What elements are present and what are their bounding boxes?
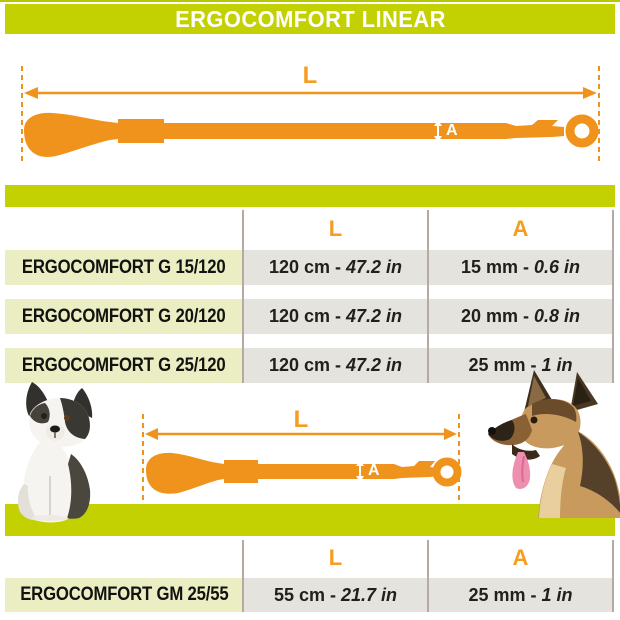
- length-arrow: [24, 87, 597, 99]
- width-dimension-label: A: [446, 122, 458, 139]
- column-header-width-main: A: [512, 216, 529, 241]
- table-cell-width: 25 mm - 1 in: [428, 348, 613, 383]
- column-header-width-medium: A: [512, 545, 529, 570]
- table-cell-width: 25 mm - 1 in: [428, 578, 613, 612]
- table-row-name: ERGOCOMFORT GM 25/55: [5, 578, 243, 612]
- separator-bar-ground: [5, 504, 615, 536]
- leash-ring: [565, 114, 599, 148]
- length-dimension-label: L: [293, 406, 309, 433]
- leash-silhouette: [24, 112, 564, 157]
- column-header-length-main: L: [328, 216, 343, 241]
- leash-drawing-medium-icon: [142, 414, 462, 500]
- length-arrow: [145, 428, 457, 440]
- leash-diagram-large: L A: [14, 58, 606, 172]
- table-cell-length: 120 cm - 47.2 in: [243, 299, 428, 334]
- table-divider: [242, 540, 244, 612]
- page-title: ERGOCOMFORT LINEAR: [174, 5, 446, 32]
- table-divider: [427, 540, 429, 612]
- table-row-name: ERGOCOMFORT G 20/120: [5, 299, 243, 334]
- leash-diagram-medium: L A: [138, 406, 464, 506]
- leash-silhouette: [146, 452, 438, 494]
- table-cell-length: 120 cm - 47.2 in: [243, 348, 428, 383]
- column-header-length-medium: L: [328, 545, 343, 570]
- table-row-name: ERGOCOMFORT G 15/120: [5, 250, 243, 285]
- table-divider: [612, 210, 614, 383]
- length-dimension-label: L: [302, 62, 318, 89]
- width-dimension-label: A: [368, 462, 380, 479]
- table-cell-width: 20 mm - 0.8 in: [428, 299, 613, 334]
- table-row-name: ERGOCOMFORT G 25/120: [5, 348, 243, 383]
- german-shepherd-image: [488, 370, 620, 518]
- table-divider: [427, 210, 429, 383]
- separator-bar-main: [5, 185, 615, 207]
- top-border-line: [0, 0, 620, 2]
- width-arrow: [434, 120, 442, 142]
- width-arrow: [356, 460, 364, 482]
- leash-drawing-large-icon: [21, 66, 600, 162]
- table-cell-length: 120 cm - 47.2 in: [243, 250, 428, 285]
- table-divider: [242, 210, 244, 383]
- table-cell-length: 55 cm - 21.7 in: [243, 578, 428, 612]
- french-bulldog-image: [17, 382, 93, 523]
- leash-ring: [432, 457, 462, 487]
- title-bar: ERGOCOMFORT LINEAR: [5, 4, 615, 34]
- table-cell-width: 15 mm - 0.6 in: [428, 250, 613, 285]
- table-divider: [612, 540, 614, 612]
